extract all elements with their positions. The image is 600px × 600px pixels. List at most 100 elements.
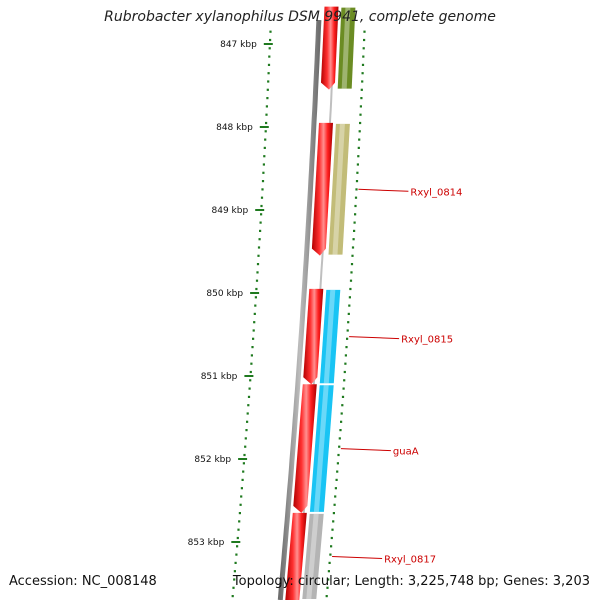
minor-tick	[248, 387, 251, 390]
accession-text: Accession: NC_008148	[9, 574, 157, 589]
outer-minor-tick	[361, 63, 365, 66]
tick-label: 851 kbp	[201, 372, 238, 382]
minor-tick	[267, 80, 270, 83]
minor-tick	[236, 545, 239, 548]
outer-minor-tick	[357, 155, 360, 158]
minor-tick	[267, 63, 271, 66]
minor-tick	[237, 528, 240, 531]
gene-arrow[interactable]	[303, 288, 324, 385]
minor-tick	[264, 138, 267, 141]
feature-bar[interactable]	[337, 7, 356, 89]
minor-tick	[265, 113, 268, 116]
outer-minor-tick	[351, 254, 354, 257]
outer-minor-tick	[361, 72, 364, 75]
outer-minor-tick	[353, 221, 356, 224]
tick-label: 852 kbp	[194, 455, 231, 465]
minor-tick	[244, 445, 247, 448]
outer-minor-tick	[344, 354, 347, 357]
minor-tick	[255, 287, 258, 291]
minor-tick	[259, 221, 262, 224]
outer-minor-tick	[330, 536, 333, 540]
outer-minor-tick	[345, 346, 348, 349]
outer-minor-tick	[358, 130, 361, 133]
minor-tick	[266, 88, 269, 91]
outer-minor-tick	[332, 520, 335, 523]
outer-minor-tick	[350, 263, 354, 266]
minor-tick	[242, 470, 245, 473]
gene-label[interactable]: Rxyl_0817	[384, 555, 436, 566]
outer-minor-tick	[354, 204, 357, 208]
outer-minor-tick	[337, 453, 340, 457]
outer-minor-tick	[356, 163, 359, 166]
minor-tick	[252, 337, 255, 340]
outer-minor-tick	[338, 437, 341, 440]
feature-bar[interactable]	[328, 123, 350, 255]
outer-minor-tick	[354, 196, 358, 199]
gene-label[interactable]: guaA	[393, 447, 419, 458]
label-leader	[340, 448, 391, 452]
minor-tick	[260, 204, 263, 208]
minor-tick	[250, 362, 253, 365]
feature-highlight	[332, 123, 345, 255]
outer-minor-tick	[343, 370, 346, 374]
outer-minor-tick	[348, 304, 351, 307]
minor-tick	[249, 370, 252, 374]
scale-ticks: 847 kbp 848 kbp 849 kbp 850 kbp 851 kbp 852 k…	[188, 30, 366, 598]
minor-tick	[235, 553, 238, 556]
minor-tick	[249, 379, 252, 382]
gene-track	[285, 6, 339, 600]
outer-minor-tick	[327, 570, 330, 573]
minor-tick	[251, 346, 254, 349]
outer-minor-tick	[359, 105, 362, 108]
outer-minor-tick	[336, 462, 339, 465]
minor-tick	[256, 271, 259, 274]
feature-highlight	[313, 385, 329, 512]
feature-bar[interactable]	[302, 513, 324, 599]
minor-tick	[256, 263, 260, 266]
outer-minor-tick	[360, 88, 363, 91]
minor-tick	[257, 246, 261, 249]
outer-minor-tick	[354, 213, 357, 216]
minor-tick	[261, 188, 264, 191]
minor-tick	[269, 30, 272, 33]
gene-arrow[interactable]	[311, 122, 333, 256]
gene-arrow[interactable]	[321, 6, 339, 90]
minor-tick	[238, 520, 241, 523]
gene-arrow[interactable]	[285, 512, 307, 600]
minor-tick	[254, 296, 257, 299]
outer-minor-tick	[332, 512, 335, 515]
feature-bar[interactable]	[319, 289, 341, 384]
minor-tick	[233, 578, 236, 581]
outer-minor-tick	[342, 387, 345, 390]
label-leader	[358, 188, 409, 192]
minor-tick	[261, 180, 265, 183]
minor-tick	[232, 586, 235, 589]
outer-minor-tick	[346, 329, 349, 332]
outer-minor-tick	[344, 362, 347, 365]
tick-label: 849 kbp	[212, 206, 249, 216]
outer-minor-tick	[362, 55, 365, 58]
minor-tick	[243, 453, 246, 457]
minor-tick	[247, 395, 251, 398]
outer-minor-tick	[362, 47, 365, 50]
minor-tick	[231, 595, 234, 598]
minor-tick	[241, 478, 244, 481]
outer-minor-tick	[350, 271, 353, 274]
outer-minor-tick	[334, 495, 337, 498]
feature-bar[interactable]	[309, 385, 334, 512]
feature-highlight	[323, 289, 336, 384]
outer-minor-tick	[349, 287, 352, 291]
minor-tick	[268, 55, 271, 58]
minor-tick	[258, 238, 261, 241]
minor-tick	[246, 412, 249, 415]
gene-label[interactable]: Rxyl_0815	[401, 335, 453, 346]
outer-minor-tick	[330, 545, 333, 548]
outer-minor-tick	[340, 420, 343, 423]
outer-minor-tick	[359, 121, 362, 125]
minor-tick	[234, 561, 237, 564]
minor-tick	[244, 437, 247, 440]
gene-arrow[interactable]	[293, 384, 317, 513]
outer-minor-tick	[351, 246, 355, 249]
gene-label[interactable]: Rxyl_0814	[410, 187, 462, 198]
